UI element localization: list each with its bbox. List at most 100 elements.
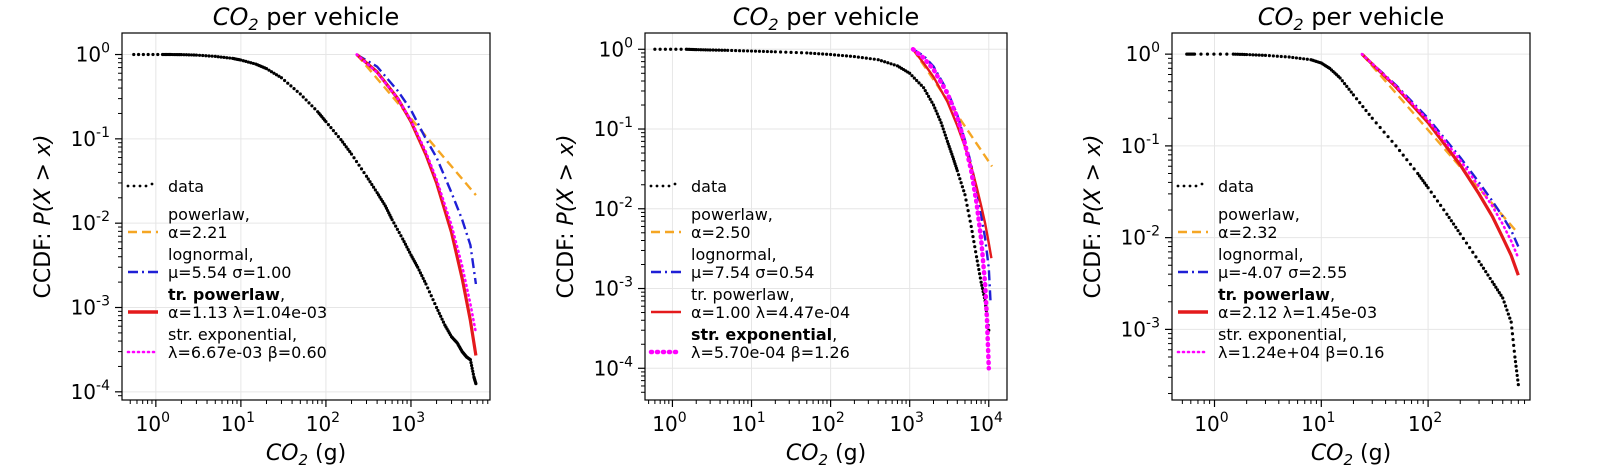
- data-point: [470, 366, 474, 370]
- legend-label: data: [691, 177, 727, 196]
- x-tick-label: 102: [306, 410, 340, 436]
- data-point: [978, 276, 982, 280]
- data-point: [956, 173, 961, 177]
- data-point: [1263, 53, 1268, 57]
- x-tick-label: 102: [1408, 410, 1442, 436]
- data-point: [789, 50, 793, 54]
- chart-panel-1: 100 101 102 103 100 10-1 10-2 10-3 10-4 CO2 per v…: [31, 3, 491, 469]
- data-point: [925, 91, 929, 96]
- x-tick-label: 102: [810, 410, 844, 436]
- data-point: [973, 245, 977, 249]
- legend-label: str. exponential,: [691, 325, 837, 344]
- chart-title: CO2 per vehicle: [1258, 3, 1444, 34]
- data-point: [1494, 285, 1498, 289]
- data-point: [979, 280, 983, 284]
- data-point: [963, 193, 967, 197]
- series-group: [653, 47, 993, 371]
- data-point: [876, 58, 880, 62]
- series-group: [1185, 52, 1520, 387]
- plot-frame: [1171, 32, 1531, 401]
- data-point: [1511, 337, 1515, 342]
- chart-title: CO2 per vehicle: [733, 3, 919, 34]
- legend-params: λ=6.67e-03 β=0.60: [168, 343, 327, 362]
- data-point: [1512, 343, 1516, 347]
- chart-panel-3: 100 101 102 100 10-1 10-2 10-3 CO2 per vehicle C…: [1081, 3, 1531, 469]
- data-point: [392, 221, 396, 225]
- data-point: [1421, 179, 1425, 183]
- series-line-str-exponential: [355, 53, 478, 335]
- data-point: [201, 53, 205, 58]
- data-point: [967, 214, 971, 218]
- data-point: [959, 181, 963, 185]
- data-point: [1347, 87, 1351, 91]
- data-point: [738, 49, 742, 53]
- data-point: [264, 67, 269, 71]
- data-point: [753, 49, 758, 53]
- data-point: [1461, 236, 1465, 241]
- data-point: [289, 84, 293, 88]
- data-point: [192, 53, 196, 57]
- data-point: [980, 286, 985, 291]
- data-point: [251, 61, 255, 66]
- legend-label: str. exponential,: [168, 325, 297, 344]
- data-point: [706, 48, 710, 52]
- data-point: [313, 107, 317, 111]
- data-point: [431, 298, 435, 302]
- data-point: [1340, 79, 1344, 83]
- data-point: [1361, 104, 1365, 109]
- legend-label: tr. powerlaw,: [691, 285, 794, 304]
- x-tick-label: 104: [969, 410, 1003, 436]
- data-point: [468, 358, 473, 362]
- data-point: [1212, 52, 1216, 56]
- legend-label: data: [1218, 177, 1254, 196]
- data-point: [765, 49, 769, 54]
- x-tick-label: 103: [391, 410, 425, 436]
- data-point: [848, 54, 853, 58]
- data-point: [945, 139, 950, 143]
- x-tick-label: 100: [136, 410, 170, 436]
- x-tick-label: 101: [731, 410, 765, 436]
- legend-label: lognormal,: [1218, 245, 1304, 264]
- data-point: [974, 250, 978, 254]
- data-point: [141, 52, 145, 57]
- data-point: [1512, 349, 1516, 353]
- series-group: [132, 52, 478, 386]
- data-point: [403, 242, 408, 246]
- data-point: [349, 152, 354, 156]
- y-tick-label: 10-2: [1121, 224, 1160, 250]
- data-point: [947, 144, 951, 149]
- data-point: [950, 152, 954, 156]
- data-point: [1464, 241, 1469, 245]
- data-point: [773, 50, 777, 54]
- data-point: [1233, 52, 1238, 56]
- data-point: [1257, 53, 1261, 57]
- data-point: [829, 52, 833, 57]
- y-tick-label: 100: [599, 35, 633, 61]
- data-point: [943, 133, 947, 137]
- data-point: [958, 177, 962, 181]
- data-point: [1495, 288, 1500, 292]
- data-point: [669, 47, 673, 51]
- data-point: [344, 145, 348, 149]
- data-point: [434, 305, 439, 310]
- data-point: [868, 57, 872, 61]
- data-point: [326, 123, 331, 127]
- data-point: [1294, 56, 1299, 60]
- data-point: [970, 229, 974, 234]
- data-point: [406, 248, 410, 252]
- data-point: [976, 263, 980, 267]
- data-point: [1192, 52, 1197, 56]
- data-point: [1382, 130, 1386, 134]
- data-point: [334, 132, 338, 136]
- data-point: [883, 60, 887, 64]
- data-point: [267, 68, 271, 72]
- data-point: [972, 240, 976, 244]
- data-point: [1516, 378, 1520, 382]
- data-point: [1345, 84, 1349, 89]
- legend-params: λ=1.24e+04 β=0.16: [1218, 343, 1384, 362]
- data-point: [1429, 190, 1433, 194]
- data-point: [298, 92, 302, 96]
- data-point: [836, 53, 841, 57]
- legend-params: μ=7.54 σ=0.54: [691, 263, 814, 282]
- data-point: [207, 54, 211, 58]
